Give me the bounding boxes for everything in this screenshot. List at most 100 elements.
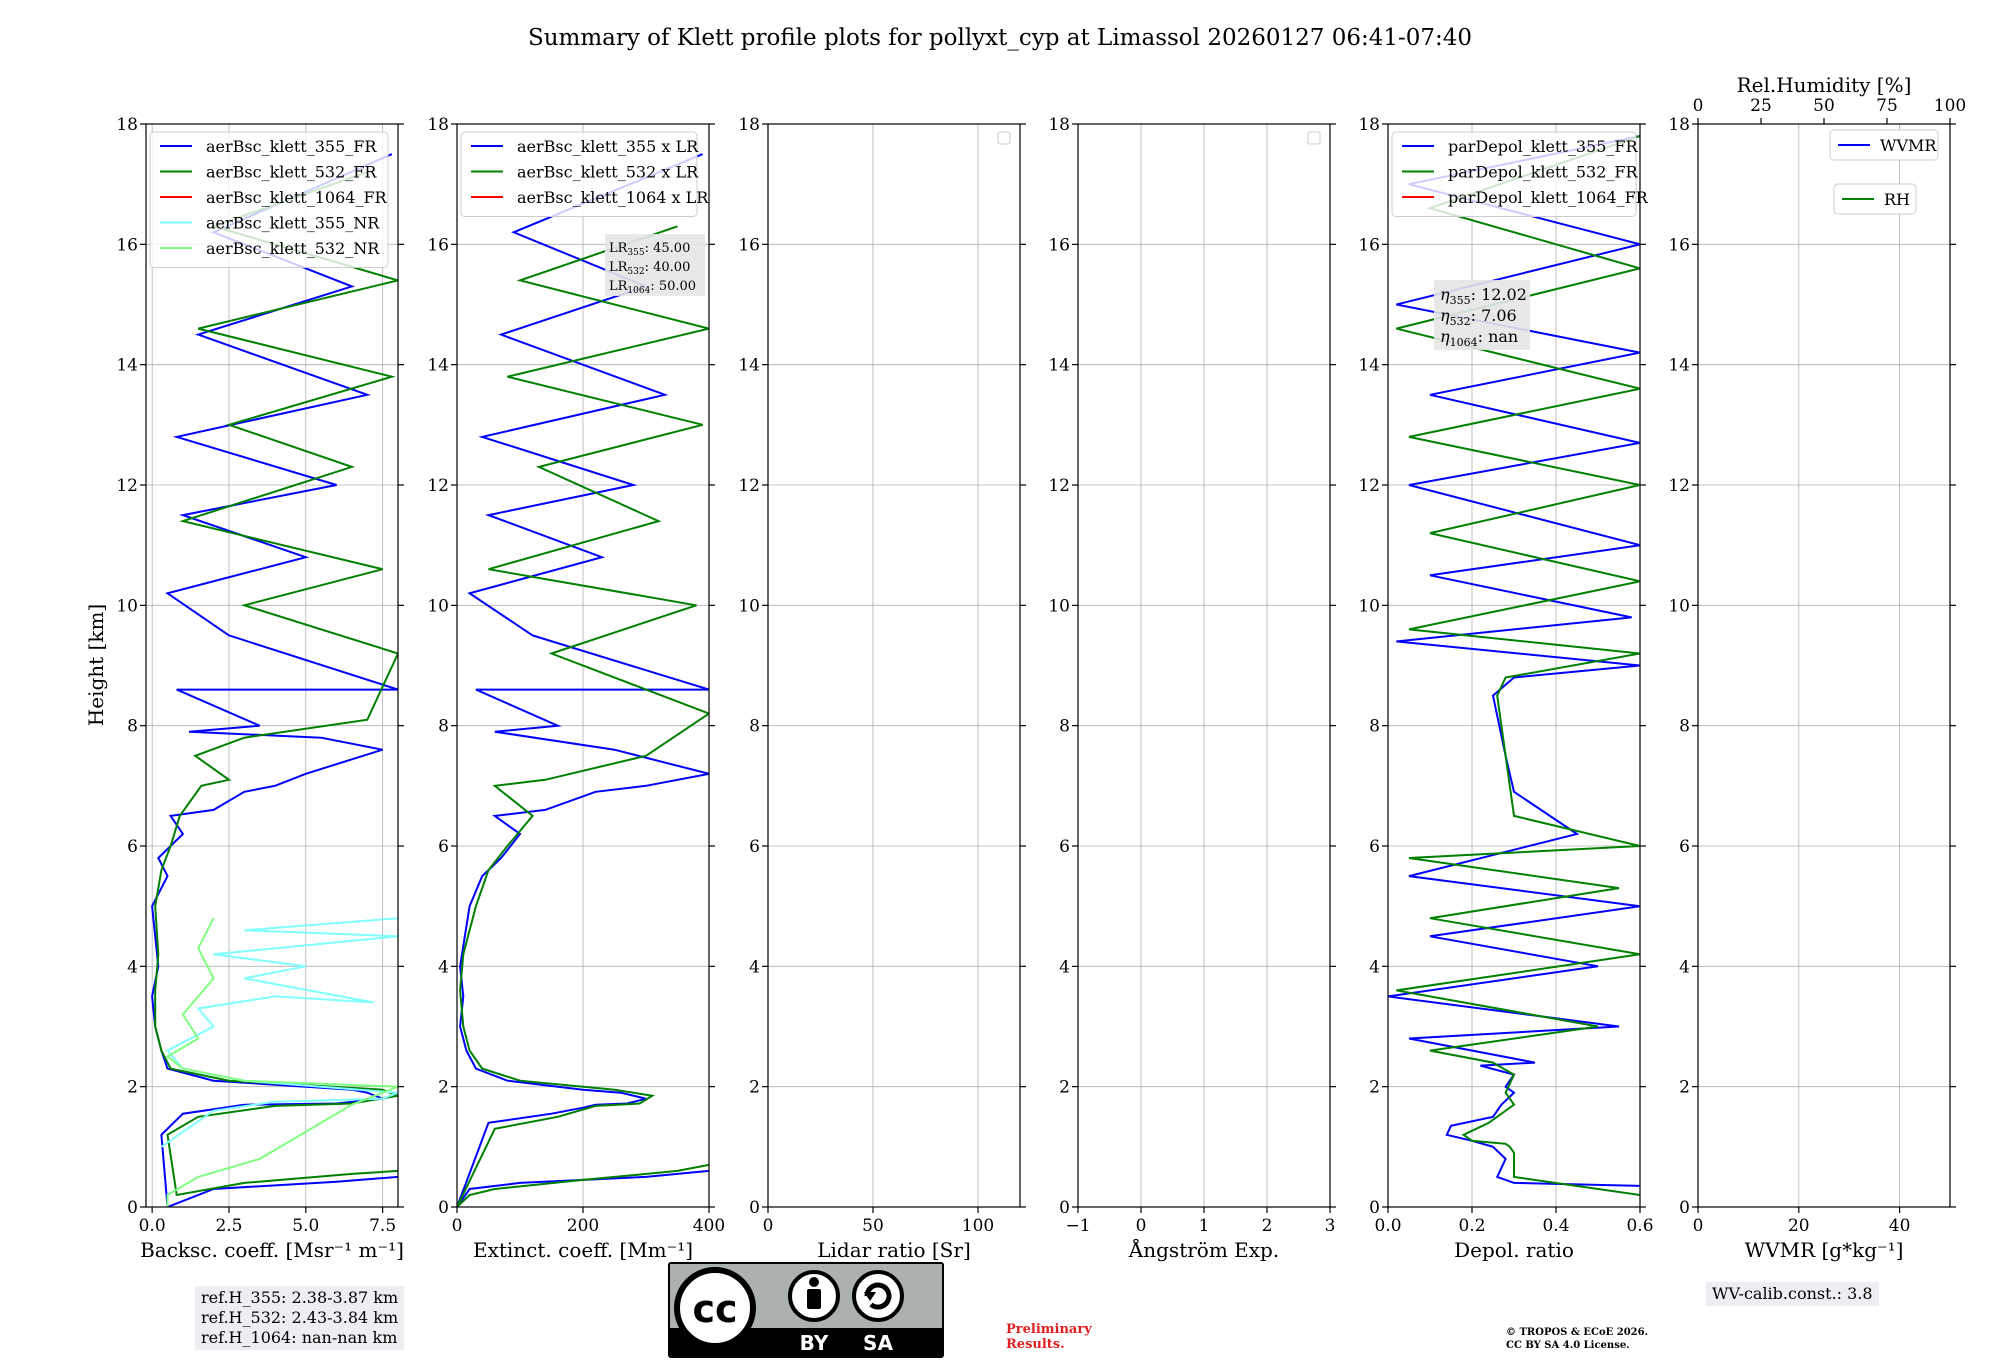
y-tick-label: 10	[1048, 596, 1070, 616]
lr-info-box	[605, 234, 705, 296]
lr-value: LR355: 45.00	[609, 241, 690, 258]
sa-label: SA	[863, 1331, 893, 1355]
x-tick-label: 0	[1136, 1216, 1147, 1236]
y-tick-label: 10	[427, 596, 449, 616]
y-tick-label: 12	[116, 476, 138, 496]
copyright-note: © TROPOS & ECoE 2026. CC BY SA 4.0 Licen…	[1506, 1326, 1648, 1352]
x-tick-label: 20	[1788, 1216, 1810, 1236]
legend-label: WVMR	[1880, 136, 1937, 155]
legend-box	[1829, 129, 1939, 161]
eta-info-box	[1434, 280, 1530, 350]
x-axis-label-ang: Ångström Exp.	[1128, 1237, 1279, 1262]
y-tick-label: 10	[1358, 596, 1380, 616]
top-x-tick-label: 100	[1934, 96, 1966, 116]
series-line-parDepol_klett_532_FR	[1396, 135, 1640, 1196]
preliminary-line-1: Preliminary	[1006, 1322, 1092, 1337]
y-tick-label: 12	[427, 476, 449, 496]
top-axis-label: Rel.Humidity [%]	[1737, 73, 1912, 97]
x-tick-label: 0.4	[1542, 1216, 1569, 1236]
legend-label: aerBsc_klett_355_NR	[206, 214, 380, 233]
y-tick-label: 4	[1679, 957, 1690, 977]
y-tick-label: 4	[749, 957, 760, 977]
y-tick-label: 16	[1358, 235, 1380, 255]
legend-label: RH	[1884, 190, 1910, 209]
legend-box	[149, 131, 389, 268]
y-tick-label: 18	[1048, 115, 1070, 135]
y-tick-label: 18	[738, 115, 760, 135]
y-tick-label: 12	[1358, 476, 1380, 496]
y-tick-label: 4	[438, 957, 449, 977]
y-tick-label: 0	[1369, 1198, 1380, 1218]
x-tick-label: 50	[862, 1216, 884, 1236]
y-tick-label: 14	[1358, 356, 1380, 376]
panel-depol: 0 2 4 6 8 10 12 14 16 18 0.0 0.2 0.4 0.6 Depol. ratio p…	[1358, 115, 1653, 1262]
legend-label: aerBsc_klett_1064_FR	[206, 188, 388, 207]
y-tick-label: 16	[738, 235, 760, 255]
axes-frame	[1387, 123, 1641, 1208]
ref-height-355: ref.H_355: 2.38-3.87 km	[201, 1288, 399, 1307]
y-tick-label: 0	[127, 1198, 138, 1218]
y-tick-label: 6	[1369, 837, 1380, 857]
y-tick-label: 14	[1048, 356, 1070, 376]
x-tick-label: 0	[763, 1216, 774, 1236]
eta-value: η355: 12.02	[1440, 285, 1527, 307]
cc-icon	[674, 1267, 756, 1349]
x-tick-label: 5.0	[292, 1216, 319, 1236]
y-tick-label: 12	[1048, 476, 1070, 496]
legend-box	[1391, 131, 1637, 217]
y-tick-label: 0	[1059, 1198, 1070, 1218]
y-tick-label: 18	[427, 115, 449, 135]
x-tick-label: 200	[567, 1216, 599, 1236]
x-tick-label: 2	[1262, 1216, 1273, 1236]
y-tick-label: 2	[438, 1078, 449, 1098]
x-axis-label-wv: WVMR [g*kg⁻¹]	[1745, 1238, 1904, 1262]
empty-legend-box	[997, 131, 1011, 145]
x-axis-label-bsc: Backsc. coeff. [Msr⁻¹ m⁻¹]	[140, 1238, 404, 1262]
y-tick-label: 8	[438, 717, 449, 737]
cc-by-sa-logo: cc BY SA	[668, 1262, 944, 1358]
sa-icon	[852, 1270, 904, 1322]
empty-legend-box	[1307, 131, 1321, 145]
series-group	[457, 153, 709, 1207]
x-tick-label: 0.6	[1626, 1216, 1653, 1236]
y-tick-label: 6	[1679, 837, 1690, 857]
y-tick-label: 0	[1679, 1198, 1690, 1218]
copyright-line-2: CC BY SA 4.0 License.	[1506, 1340, 1630, 1351]
y-tick-label: 10	[1668, 596, 1690, 616]
wv-calib-box: WV-calib.const.: 3.8	[1706, 1282, 1879, 1306]
axes-frame	[767, 123, 1021, 1208]
eta-value: η532: 7.06	[1440, 306, 1517, 328]
top-x-tick-label: 25	[1750, 96, 1772, 116]
legend-label: aerBsc_klett_355_FR	[206, 137, 377, 156]
legend-label: aerBsc_klett_532_FR	[206, 163, 377, 182]
copyright-line-1: © TROPOS & ECoE 2026.	[1506, 1327, 1649, 1338]
legend-box	[1833, 183, 1917, 215]
y-axis-label: Height [km]	[84, 604, 108, 726]
y-tick-label: 8	[749, 717, 760, 737]
y-tick-label: 4	[1059, 957, 1070, 977]
series-line-aerBsc_klett_355_FR	[151, 153, 398, 1207]
legend-label: parDepol_klett_532_FR	[1448, 163, 1639, 182]
y-tick-label: 6	[749, 837, 760, 857]
axes-frame	[145, 123, 399, 1208]
y-tick-label: 8	[127, 717, 138, 737]
y-tick-label: 14	[116, 356, 138, 376]
legend-label: aerBsc_klett_532 x LR	[517, 163, 699, 182]
y-tick-label: 18	[1668, 115, 1690, 135]
lr-value: LR1064: 50.00	[609, 279, 696, 296]
x-tick-label: 40	[1889, 1216, 1911, 1236]
figure-title: Summary of Klett profile plots for polly…	[528, 25, 1472, 51]
x-tick-label: 0.0	[139, 1216, 166, 1236]
legend-label: aerBsc_klett_355 x LR	[517, 137, 699, 156]
y-tick-label: 16	[116, 235, 138, 255]
series-line-aerBsc_klett_532_FR	[154, 171, 398, 1197]
x-axis-label-depol: Depol. ratio	[1454, 1238, 1574, 1262]
preliminary-line-2: Results.	[1006, 1337, 1065, 1352]
y-tick-label: 2	[1679, 1078, 1690, 1098]
legend-label: aerBsc_klett_1064 x LR	[517, 188, 709, 207]
